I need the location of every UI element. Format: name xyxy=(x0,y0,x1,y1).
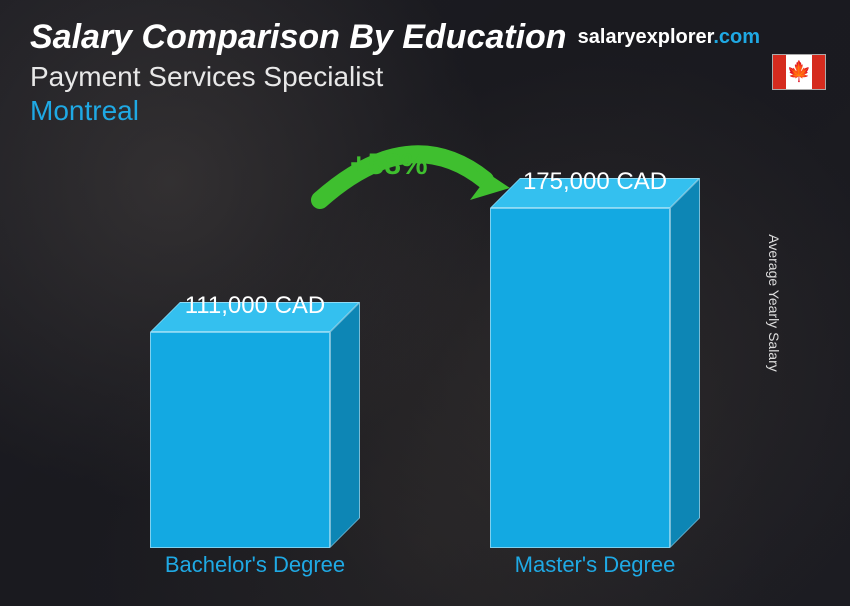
percent-increase-badge: +58% xyxy=(350,148,428,182)
bar-category-label: Bachelor's Degree xyxy=(150,552,360,578)
brand-part1: salaryexplorer xyxy=(578,26,714,48)
bar-bachelor-s-degree: 111,000 CADBachelor's Degree xyxy=(150,332,360,548)
bar-value-label: 111,000 CAD xyxy=(150,292,360,320)
brand-logo: salaryexplorer.com xyxy=(578,26,760,49)
location-label: Montreal xyxy=(30,95,567,127)
bar-category-label: Master's Degree xyxy=(490,552,700,578)
bar-master-s-degree: 175,000 CADMaster's Degree xyxy=(490,208,700,548)
brand-part2: .com xyxy=(713,26,760,48)
bar-value-label: 175,000 CAD xyxy=(490,168,700,196)
page-subtitle: Payment Services Specialist xyxy=(30,61,567,93)
maple-leaf-icon: 🍁 xyxy=(787,62,812,82)
country-flag-icon: 🍁 xyxy=(772,54,826,90)
page-title: Salary Comparison By Education xyxy=(30,18,567,57)
